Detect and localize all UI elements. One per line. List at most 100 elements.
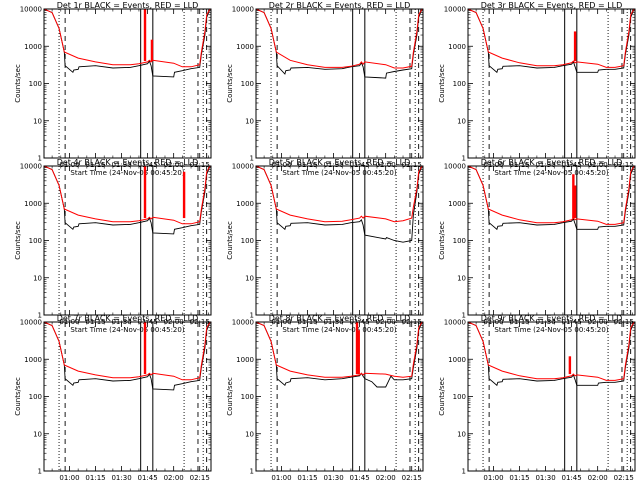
panel-8-xtick-label: 01:30 xyxy=(323,474,343,480)
panel-9: Det 9r BLACK = Events, RED = LLD 1 10 100 10… xyxy=(438,314,636,480)
panel-7-xtick-label: 01:00 xyxy=(59,474,79,480)
panel-1-xtick-label: 01:30 xyxy=(111,161,131,169)
panel-1-ylabel: Counts/sec xyxy=(14,64,22,103)
panel-7-xtick-label: 01:45 xyxy=(138,474,158,480)
panel-8-series-lld xyxy=(255,321,423,378)
panel-8-xtick-label: 02:00 xyxy=(376,474,396,480)
panel-1-xtick-label: 01:45 xyxy=(138,161,158,169)
panel-1-axes xyxy=(43,8,212,159)
panel-9-ytick-label: 1000 xyxy=(448,356,466,364)
panel-3-series-lld xyxy=(467,8,635,68)
panel-3-ylabel: Counts/sec xyxy=(438,64,446,103)
panel-3-xtick-label: 01:45 xyxy=(562,161,582,169)
panel-4-series-lld-spike xyxy=(143,166,147,219)
panel-3-xlabel: Start Time (24-Nov-05 00:45:20) xyxy=(494,169,608,177)
panel-4-ytick-label: 100 xyxy=(29,237,42,245)
panel-2-ylabel: Counts/sec xyxy=(226,64,234,103)
panel-9-series-events xyxy=(467,321,635,387)
panel-1-series-events xyxy=(43,8,211,78)
panel-7-ytick-label: 10 xyxy=(33,430,42,438)
panel-3-ytick-label: 10000 xyxy=(444,6,466,14)
panel-5-title: Det 5r BLACK = Events, RED = LLD xyxy=(269,158,411,167)
panel-2: Det 2r BLACK = Events, RED = LLD 1 10 100 10… xyxy=(226,1,424,177)
panel-2-title: Det 2r BLACK = Events, RED = LLD xyxy=(269,1,411,10)
panel-9-ytick-label: 100 xyxy=(453,393,466,401)
panel-1-xtick-label: 01:00 xyxy=(59,161,79,169)
panel-6-ytick-label: 1 xyxy=(462,312,466,320)
panel-4-ytick-label: 10 xyxy=(33,274,42,282)
panel-6-ytick-label: 10 xyxy=(457,274,466,282)
panel-4-title: Det 4r BLACK = Events, RED = LLD xyxy=(57,158,199,167)
panel-7-ytick-label: 1 xyxy=(38,468,42,476)
panel-2-series-events xyxy=(255,8,423,79)
panel-2-ytick-label: 100 xyxy=(241,80,254,88)
panel-8-ylabel: Counts/sec xyxy=(226,377,234,416)
panel-6-series-lld-spike xyxy=(572,174,575,219)
panel-8-ytick-label: 1000 xyxy=(236,356,254,364)
panel-8-xtick-label: 01:00 xyxy=(271,474,291,480)
panel-1-series-lld-spike xyxy=(143,9,147,62)
panel-2-xtick-label: 01:45 xyxy=(350,161,370,169)
panel-3-xtick-label: 01:15 xyxy=(509,161,529,169)
panel-1-title: Det 1r BLACK = Events, RED = LLD xyxy=(57,1,199,10)
panel-5-axes xyxy=(255,165,424,316)
panel-8-axes xyxy=(255,321,424,472)
panel-1-ytick-label: 1000 xyxy=(24,43,42,51)
panel-7-xtick-label: 02:00 xyxy=(164,474,184,480)
panel-1-ytick-label: 10000 xyxy=(20,6,42,14)
panel-3-xtick-label: 02:15 xyxy=(614,161,634,169)
panel-6-series-lld-spike xyxy=(573,185,577,219)
panel-3-series-lld-spike xyxy=(573,31,577,62)
panel-1-xtick-label: 02:15 xyxy=(190,161,210,169)
panel-3-xtick-label: 01:00 xyxy=(483,161,503,169)
panel-2-xtick-label: 02:00 xyxy=(376,161,396,169)
panel-3-axes xyxy=(467,8,636,159)
panel-9-series-lld xyxy=(467,321,635,381)
panel-2-ytick-label: 1 xyxy=(250,155,254,163)
panel-9-title: Det 9r BLACK = Events, RED = LLD xyxy=(481,314,623,323)
panel-6-series-lld xyxy=(467,165,635,225)
panel-2-xtick-label: 02:15 xyxy=(402,161,422,169)
panel-7-title: Det 7r BLACK = Events, RED = LLD xyxy=(57,314,199,323)
panel-2-series-lld xyxy=(255,8,423,69)
panel-4-ytick-label: 10000 xyxy=(20,163,42,171)
panel-9-series-lld-spike xyxy=(568,356,572,375)
panel-7-series-lld-spike xyxy=(143,322,147,375)
panel-5-xlabel: Start Time (24-Nov-05 00:45:20) xyxy=(282,326,396,334)
panel-6-xlabel: Start Time (24-Nov-05 00:45:20) xyxy=(494,326,608,334)
panel-9-xtick-label: 01:00 xyxy=(483,474,503,480)
panel-9-ytick-label: 10 xyxy=(457,430,466,438)
panel-8-series-lld-spike xyxy=(355,322,359,375)
panel-8: Det 8r BLACK = Events, RED = LLD11010010… xyxy=(226,314,424,480)
panel-2-ytick-label: 1000 xyxy=(236,43,254,51)
panel-4-xlabel: Start Time (24-Nov-05 00:45:20) xyxy=(70,326,184,334)
panel-2-xtick-label: 01:00 xyxy=(271,161,291,169)
panel-7-ylabel: Counts/sec xyxy=(14,377,22,416)
panel-8-series-lld-spike xyxy=(357,330,360,375)
panel-2-ytick-label: 10000 xyxy=(232,6,254,14)
panel-4-axes xyxy=(43,165,212,316)
panel-4-series-events xyxy=(43,165,211,235)
panel-7-series-events xyxy=(43,321,211,391)
panel-7-xtick-label: 01:15 xyxy=(85,474,105,480)
panel-6-title: Det 6r BLACK = Events, RED = LLD xyxy=(481,158,623,167)
panel-1: Det 1r BLACK = Events, RED = LLD 1 10 100 10… xyxy=(14,1,212,177)
panel-5-ytick-label: 1 xyxy=(250,312,254,320)
panel-3-title: Det 3r BLACK = Events, RED = LLD xyxy=(481,1,623,10)
panel-1-ytick-label: 10 xyxy=(33,117,42,125)
panel-2-axes xyxy=(255,8,424,159)
panel-9-xtick-label: 02:00 xyxy=(588,474,608,480)
panel-4-series-lld-spike xyxy=(182,171,186,219)
panel-1-xtick-label: 02:00 xyxy=(164,161,184,169)
panel-6-ytick-label: 1000 xyxy=(448,200,466,208)
panel-5-ytick-label: 10 xyxy=(245,274,254,282)
panel-7-axes xyxy=(43,321,212,472)
panel-7: Det 7r BLACK = Events, RED = LLD11010010… xyxy=(14,314,212,480)
panel-8-xtick-label: 01:15 xyxy=(297,474,317,480)
panel-4-ytick-label: 1 xyxy=(38,312,42,320)
panel-9-xtick-label: 01:45 xyxy=(562,474,582,480)
panel-8-xtick-label: 01:45 xyxy=(350,474,370,480)
panel-9-xtick-label: 02:15 xyxy=(614,474,634,480)
